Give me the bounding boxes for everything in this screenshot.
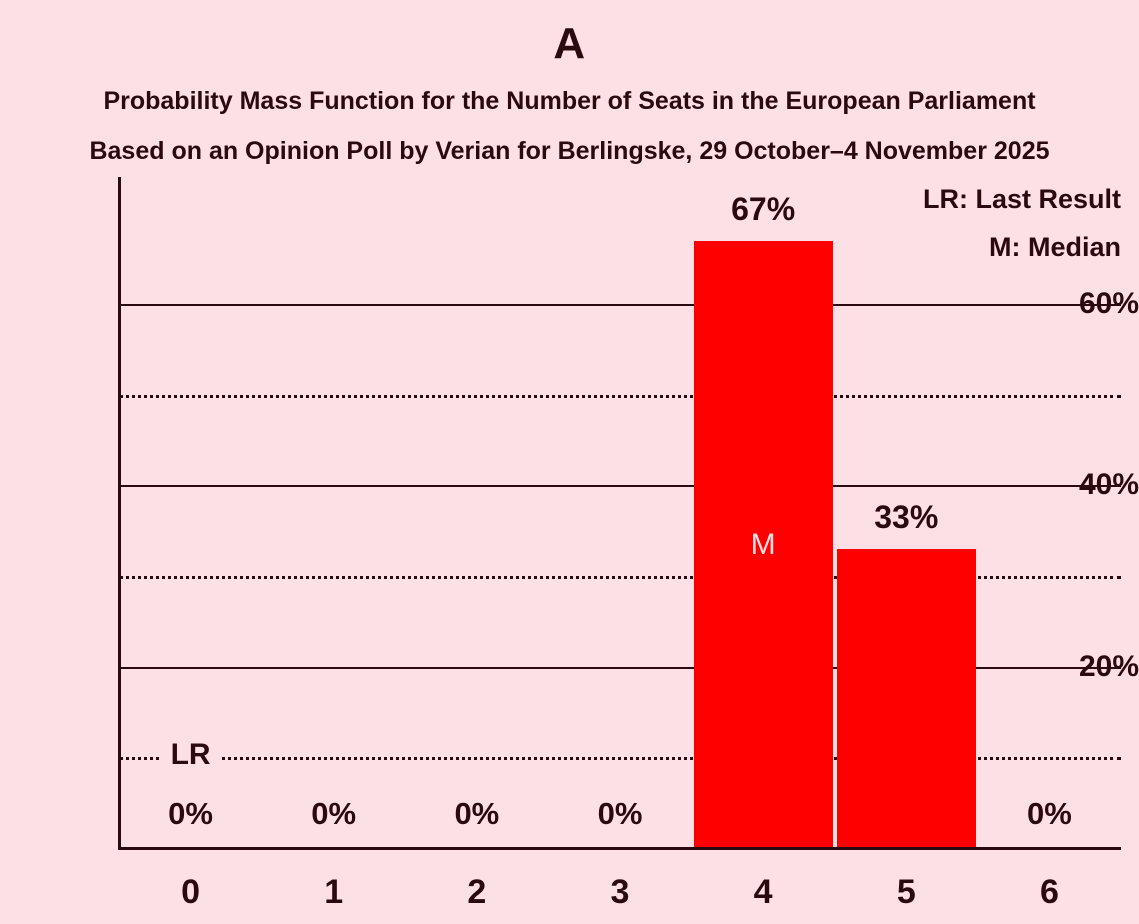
- gridline-10pct: [119, 757, 1121, 761]
- bar-value-label-5: 33%: [874, 498, 939, 535]
- gridline-30pct: [119, 576, 1121, 579]
- last-result-marker-backdrop: [160, 741, 221, 774]
- bar-value-label-6: 0%: [1027, 796, 1072, 831]
- gridline-50pct: [119, 394, 1121, 398]
- median-marker: M: [750, 528, 776, 561]
- y-tick-label-40pct: 40%: [1078, 468, 1139, 502]
- bar-value-label-1: 0%: [311, 796, 357, 831]
- bar-seats-5[interactable]: [836, 548, 976, 848]
- x-tick-label-2: 2: [467, 873, 487, 911]
- x-tick-label-6: 6: [1039, 873, 1059, 911]
- gridline-40pct: [119, 485, 1121, 488]
- bar-value-label-4: 67%: [731, 190, 796, 227]
- y-axis-line: [118, 177, 121, 850]
- chart-subtitle: Based on an Opinion Poll by Verian for B…: [89, 137, 1050, 165]
- bar-value-label-2: 0%: [454, 796, 500, 831]
- bar-value-label-3: 0%: [597, 796, 643, 831]
- gridline-20pct: [119, 666, 1121, 669]
- x-tick-label-4: 4: [753, 873, 773, 911]
- x-axis-line: [118, 847, 1121, 850]
- y-tick-label-20pct: 20%: [1078, 649, 1139, 683]
- x-tick-label-1: 1: [324, 873, 344, 911]
- y-tick-label-60pct: 60%: [1078, 287, 1139, 320]
- last-result-marker: LR: [170, 738, 211, 772]
- x-tick-label-5: 5: [896, 873, 916, 911]
- chart-letter: A: [553, 19, 586, 68]
- bar-seats-4[interactable]: [693, 240, 833, 848]
- legend-median: M: Median: [989, 232, 1121, 262]
- x-tick-label-3: 3: [610, 873, 630, 911]
- bar-value-label-0: 0%: [168, 796, 213, 831]
- gridline-60pct: [119, 304, 1121, 306]
- legend-last-result: LR: Last Result: [922, 184, 1121, 214]
- chart-title: Probability Mass Function for the Number…: [103, 87, 1036, 115]
- x-tick-label-0: 0: [181, 873, 201, 911]
